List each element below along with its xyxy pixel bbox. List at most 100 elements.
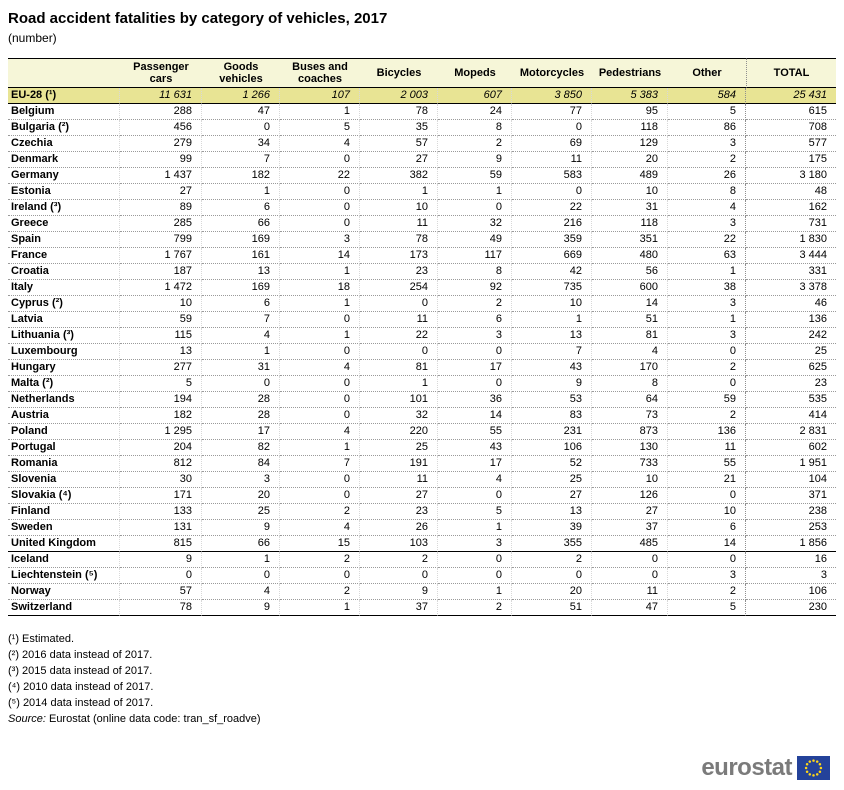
table-row: Latvia 59 7 0 11 6 1 51 1 136 <box>8 312 836 328</box>
value-cell: 3 850 <box>512 88 592 104</box>
value-cell: 1 472 <box>120 280 202 296</box>
value-cell: 31 <box>202 360 280 376</box>
value-cell: 15 <box>280 536 360 552</box>
value-cell: 26 <box>360 520 438 536</box>
value-cell: 49 <box>438 232 512 248</box>
value-cell: 191 <box>360 456 438 472</box>
table-header: Passenger cars Goods vehicles Buses and co… <box>8 58 836 88</box>
table-row: Croatia 187 13 1 23 8 42 56 1 331 <box>8 264 836 280</box>
value-cell: 23 <box>360 504 438 520</box>
value-cell: 0 <box>280 200 360 216</box>
value-cell: 8 <box>668 184 746 200</box>
value-cell: 30 <box>120 472 202 488</box>
country-cell: EU-28 (¹) <box>8 88 120 104</box>
total-cell: 162 <box>746 200 836 216</box>
table-row: Italy 1 472 169 18 254 92 735 600 38 3 378 <box>8 280 836 296</box>
value-cell: 0 <box>360 344 438 360</box>
country-cell: Czechia <box>8 136 120 152</box>
page-title: Road accident fatalities by category of … <box>8 10 388 27</box>
value-cell: 43 <box>438 440 512 456</box>
value-cell: 351 <box>592 232 668 248</box>
value-cell: 77 <box>512 104 592 120</box>
value-cell: 480 <box>592 248 668 264</box>
value-cell: 78 <box>360 232 438 248</box>
total-cell: 136 <box>746 312 836 328</box>
total-cell: 230 <box>746 600 836 616</box>
footnote-2: (²) 2016 data instead of 2017. <box>8 649 153 661</box>
value-cell: 1 <box>280 296 360 312</box>
value-cell: 1 <box>668 264 746 280</box>
value-cell: 3 <box>668 568 746 584</box>
value-cell: 117 <box>438 248 512 264</box>
value-cell: 10 <box>512 296 592 312</box>
value-cell: 277 <box>120 360 202 376</box>
total-cell: 371 <box>746 488 836 504</box>
value-cell: 0 <box>668 376 746 392</box>
footnotes-block: (¹) Estimated. (²) 2016 data instead of … <box>8 631 836 727</box>
total-cell: 242 <box>746 328 836 344</box>
value-cell: 0 <box>280 472 360 488</box>
value-cell: 26 <box>668 168 746 184</box>
value-cell: 99 <box>120 152 202 168</box>
value-cell: 17 <box>202 424 280 440</box>
value-cell: 13 <box>120 344 202 360</box>
country-cell: Netherlands <box>8 392 120 408</box>
value-cell: 4 <box>592 344 668 360</box>
total-cell: 577 <box>746 136 836 152</box>
value-cell: 4 <box>668 200 746 216</box>
country-cell: Romania <box>8 456 120 472</box>
value-cell: 11 <box>668 440 746 456</box>
value-cell: 799 <box>120 232 202 248</box>
column-header: Buses and coaches <box>280 58 360 88</box>
value-cell: 9 <box>202 520 280 536</box>
value-cell: 107 <box>280 88 360 104</box>
column-header: Passenger cars <box>120 58 202 88</box>
value-cell: 161 <box>202 248 280 264</box>
country-cell: Liechtenstein (⁵) <box>8 568 120 584</box>
value-cell: 170 <box>592 360 668 376</box>
table-row: Estonia 27 1 0 1 1 0 10 8 48 <box>8 184 836 200</box>
value-cell: 5 <box>668 104 746 120</box>
value-cell: 14 <box>592 296 668 312</box>
country-cell: Greece <box>8 216 120 232</box>
value-cell: 0 <box>280 216 360 232</box>
total-cell: 1 830 <box>746 232 836 248</box>
value-cell: 66 <box>202 536 280 552</box>
country-cell: Finland <box>8 504 120 520</box>
value-cell: 3 <box>438 536 512 552</box>
value-cell: 0 <box>280 184 360 200</box>
value-cell: 0 <box>120 568 202 584</box>
table-row: Lithuania (³) 115 4 1 22 3 13 81 3 242 <box>8 328 836 344</box>
value-cell: 101 <box>360 392 438 408</box>
value-cell: 51 <box>592 312 668 328</box>
value-cell: 10 <box>120 296 202 312</box>
value-cell: 0 <box>280 568 360 584</box>
value-cell: 20 <box>512 584 592 600</box>
country-cell: Latvia <box>8 312 120 328</box>
value-cell: 600 <box>592 280 668 296</box>
value-cell: 607 <box>438 88 512 104</box>
value-cell: 32 <box>438 216 512 232</box>
value-cell: 23 <box>360 264 438 280</box>
value-cell: 9 <box>360 584 438 600</box>
value-cell: 10 <box>592 472 668 488</box>
value-cell: 9 <box>512 376 592 392</box>
country-cell: Iceland <box>8 552 120 568</box>
total-cell: 16 <box>746 552 836 568</box>
value-cell: 24 <box>438 104 512 120</box>
value-cell: 106 <box>512 440 592 456</box>
value-cell: 84 <box>202 456 280 472</box>
value-cell: 1 <box>360 184 438 200</box>
total-cell: 106 <box>746 584 836 600</box>
value-cell: 815 <box>120 536 202 552</box>
total-cell: 104 <box>746 472 836 488</box>
value-cell: 0 <box>280 152 360 168</box>
value-cell: 5 <box>280 120 360 136</box>
country-cell: Portugal <box>8 440 120 456</box>
country-cell: Bulgaria (²) <box>8 120 120 136</box>
total-cell: 3 <box>746 568 836 584</box>
value-cell: 5 <box>668 600 746 616</box>
value-cell: 14 <box>438 408 512 424</box>
value-cell: 489 <box>592 168 668 184</box>
table-row: Poland 1 295 17 4 220 55 231 873 136 2 831 <box>8 424 836 440</box>
